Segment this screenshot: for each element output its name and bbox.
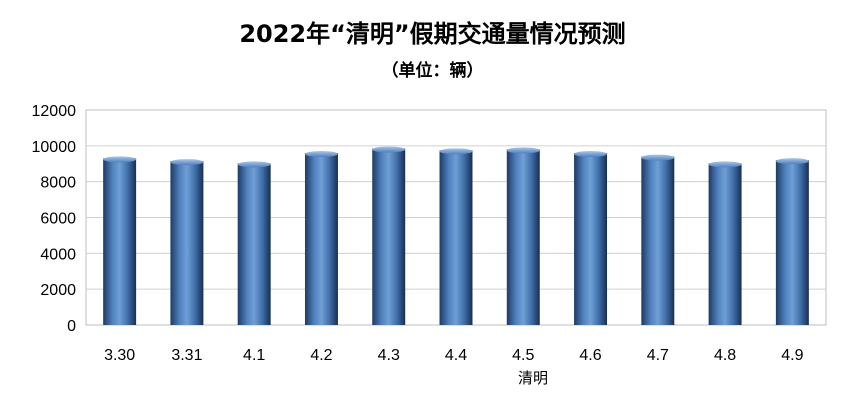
bar-body xyxy=(641,156,675,325)
y-tick-label: 2000 xyxy=(40,282,76,299)
bar xyxy=(103,156,137,325)
bar-top-cap xyxy=(237,161,271,168)
chart-title: 2022年“清明”假期交通量情况预测 xyxy=(239,20,626,48)
x-tick-label: 4.4 xyxy=(445,347,467,364)
x-tick-label: 4.7 xyxy=(647,347,669,364)
y-tick-label: 0 xyxy=(67,318,76,335)
bar-body xyxy=(304,153,338,325)
x-tick-label: 4.5 xyxy=(512,347,534,364)
bar-top-cap xyxy=(372,146,406,153)
bar-top-cap xyxy=(708,161,742,168)
bar xyxy=(506,147,540,325)
bar-body xyxy=(372,148,406,325)
bar xyxy=(170,159,204,325)
bar-body xyxy=(439,150,473,325)
x-tick-label: 3.30 xyxy=(104,347,135,364)
bar xyxy=(775,158,809,325)
y-tick-label: 12000 xyxy=(32,103,77,120)
bar xyxy=(439,148,473,325)
bar-body xyxy=(775,160,809,325)
bar-body xyxy=(506,149,540,325)
x-axis-label: 清明 xyxy=(518,369,548,387)
bar-top-cap xyxy=(775,158,809,165)
bar-body xyxy=(574,153,608,325)
bar-top-cap xyxy=(103,156,137,163)
chart-subtitle: （单位：辆） xyxy=(381,61,484,81)
bar-body xyxy=(170,161,204,325)
y-tick-label: 10000 xyxy=(32,139,77,156)
bar-body xyxy=(103,158,137,325)
x-tick-label: 4.8 xyxy=(714,347,736,364)
bar xyxy=(304,151,338,325)
bar-top-cap xyxy=(506,147,540,154)
y-tick-label: 4000 xyxy=(40,246,76,263)
x-tick-label: 4.3 xyxy=(378,347,400,364)
y-tick-label: 8000 xyxy=(40,175,76,192)
bar xyxy=(372,146,406,325)
x-tick-label: 4.1 xyxy=(243,347,265,364)
bar-body xyxy=(237,163,271,325)
x-tick-label: 4.9 xyxy=(781,347,803,364)
bar xyxy=(574,151,608,325)
bar-top-cap xyxy=(574,151,608,157)
x-tick-label: 4.6 xyxy=(579,347,601,364)
bar-body xyxy=(708,163,742,325)
x-tick-label: 4.2 xyxy=(310,347,332,364)
bar-top-cap xyxy=(304,151,338,157)
bar xyxy=(237,161,271,325)
x-tick-label: 3.31 xyxy=(171,347,202,364)
y-tick-label: 6000 xyxy=(40,211,76,228)
bar-top-cap xyxy=(439,148,473,155)
bar xyxy=(641,154,675,325)
bar-top-cap xyxy=(641,154,675,161)
bar xyxy=(708,161,742,325)
bar-top-cap xyxy=(170,159,204,166)
